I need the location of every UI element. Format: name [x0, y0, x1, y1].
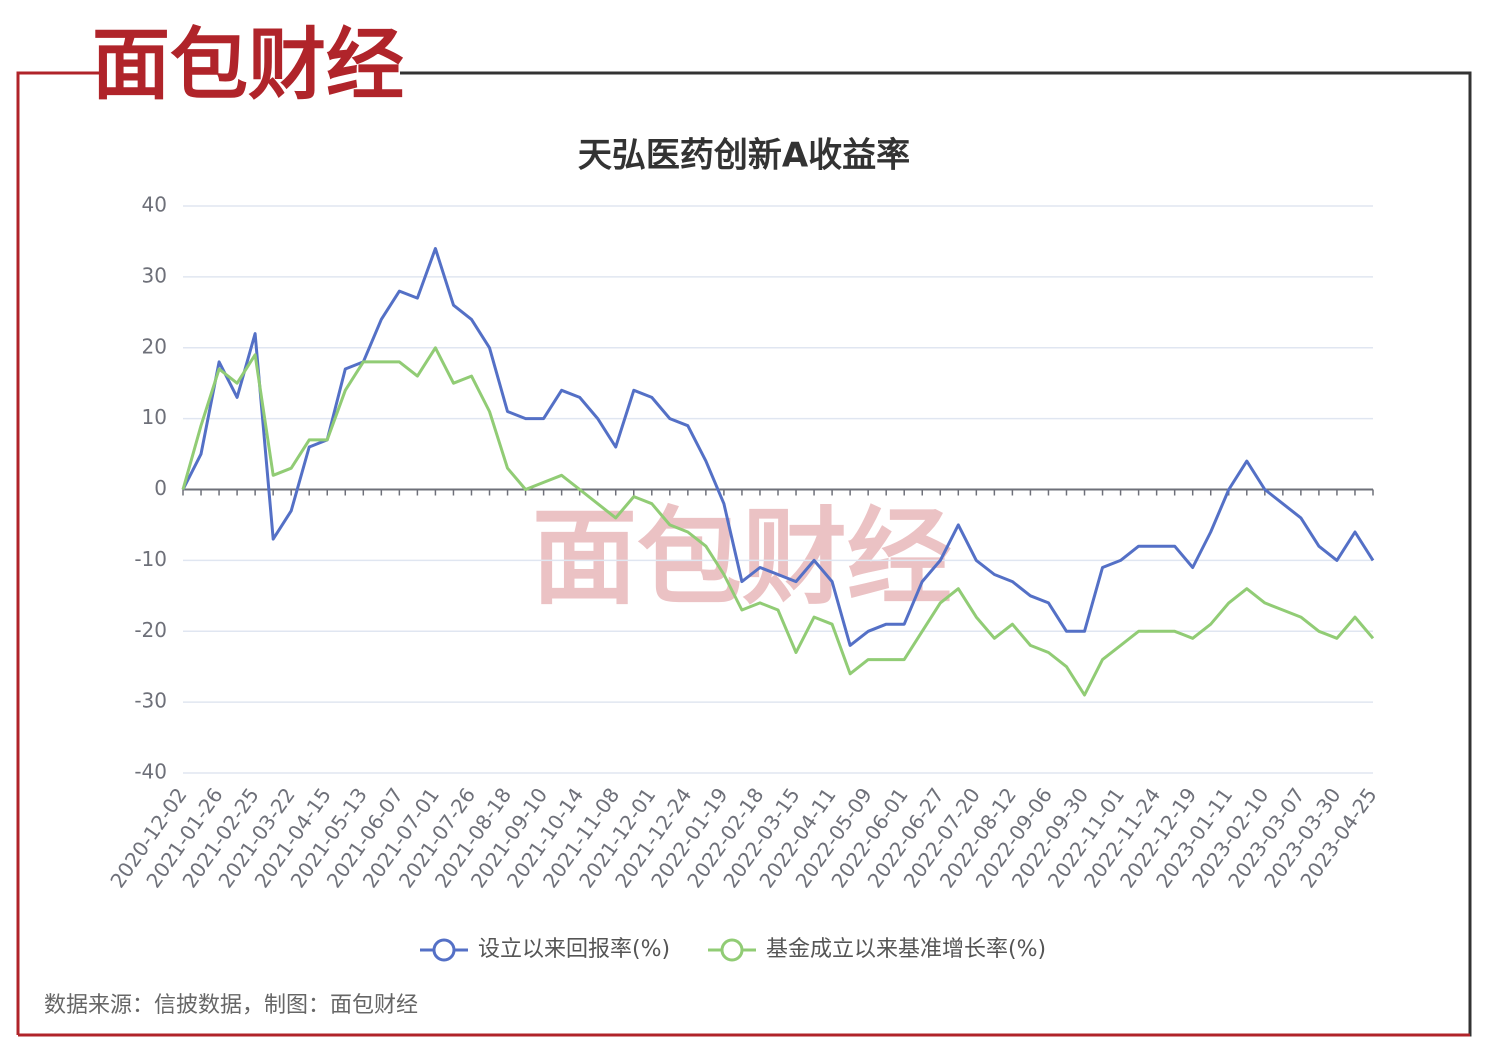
y-tick-label: -20: [134, 618, 167, 642]
y-tick-label: 30: [142, 263, 167, 287]
frame-left: [16, 71, 100, 1035]
y-tick-label: -30: [134, 689, 167, 713]
y-tick-label: 40: [142, 193, 167, 217]
source-note: 数据来源：信披数据，制图：面包财经: [44, 993, 418, 1018]
y-tick-label: 0: [154, 476, 167, 500]
watermark: 面包财经: [532, 497, 952, 619]
chart-title: 天弘医药创新A收益率: [578, 136, 910, 176]
legend-marker: [432, 938, 456, 962]
y-tick-label: 20: [142, 334, 167, 358]
logo: 面包财经: [92, 20, 404, 110]
series-line: [181, 247, 1375, 647]
y-tick-label: -10: [134, 547, 167, 571]
legend-label: 基金成立以来基准增长率(%): [766, 937, 1046, 962]
legend-marker: [720, 938, 744, 962]
series-line: [181, 346, 1375, 697]
y-tick-label: 10: [142, 405, 167, 429]
legend-label: 设立以来回报率(%): [478, 937, 670, 962]
y-tick-label: -40: [134, 760, 167, 784]
